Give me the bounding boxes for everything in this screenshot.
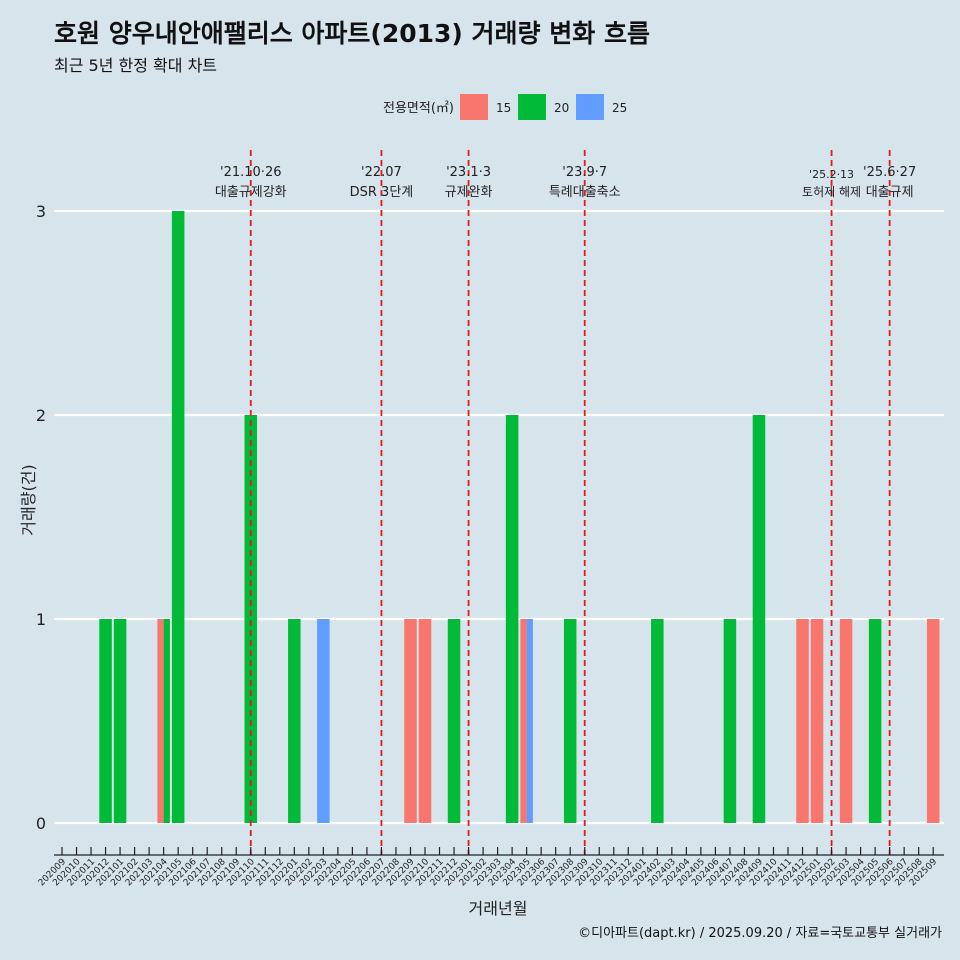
bar-20-202407 [723, 619, 737, 823]
chart-title: 호원 양우내안애팰리스 아파트(2013) 거래량 변화 흐름 [54, 19, 650, 48]
bars [99, 211, 940, 823]
event-markers: '21.10·26 대출규제강화 '22.07 DSR 3단계 '23.1·3 규제완화 '… [215, 150, 916, 855]
bar-15-202104 [157, 619, 164, 823]
bar-15-202501 [810, 619, 824, 823]
bar-20-202110 [244, 415, 258, 823]
bar-20-202402 [651, 619, 664, 823]
bar-20-202012 [99, 619, 112, 823]
x-axis: 2020092020102020112020122021012021022021… [37, 847, 944, 888]
legend-swatch-15 [460, 94, 488, 120]
event-date-202110: '21.10·26 [220, 165, 281, 180]
bar-25-202305 [526, 619, 533, 823]
bar-15-202412 [796, 619, 809, 823]
event-label-202207: DSR 3단계 [350, 185, 414, 200]
gridlines [54, 209, 944, 825]
bar-15-202209 [404, 619, 417, 823]
event-date-202309: '23.9·7 [562, 165, 607, 180]
event-label-202110: 대출규제강화 [215, 185, 287, 200]
bar-15-202503 [839, 619, 853, 823]
y-axis: 0 1 2 3 [36, 202, 46, 833]
bar-20-202308 [563, 619, 577, 823]
legend-label-25: 25 [612, 101, 627, 115]
event-label-202309: 특례대출축소 [549, 185, 621, 200]
legend-swatch-25 [576, 94, 604, 120]
x-axis-label: 거래년월 [469, 899, 528, 918]
event-label-202506: 대출규제 [866, 185, 914, 200]
source-caption: ©디아파트(dapt.kr) / 2025.09.20 / 자료=국토교통부 실… [578, 926, 942, 941]
y-tick-label: 3 [36, 202, 46, 221]
bar-20-202101 [113, 619, 127, 823]
bar-20-202105 [171, 211, 185, 823]
event-date-202207: '22.07 [361, 165, 402, 180]
chart-subtitle: 최근 5년 한정 확대 차트 [54, 56, 218, 75]
event-label-202502: 토허제 해제 [802, 185, 861, 199]
event-date-202502: '25.2·13 [809, 168, 854, 181]
bar-20-202409 [752, 415, 766, 823]
legend-title: 전용면적(㎡) [383, 101, 454, 116]
y-tick-label: 1 [36, 610, 46, 629]
bar-20-202201 [288, 619, 301, 823]
event-date-202301: '23.1·3 [446, 165, 491, 180]
bar-20-202505 [868, 619, 882, 823]
event-label-202301: 규제완화 [445, 185, 493, 200]
y-tick-label: 2 [36, 406, 46, 425]
bar-15-202509 [926, 619, 940, 823]
y-axis-label: 거래량(건) [19, 464, 38, 535]
bar-25-202203 [317, 619, 330, 823]
bar-20-202212 [447, 619, 461, 823]
event-date-202506: '25.6·27 [863, 165, 916, 180]
legend: 전용면적(㎡) 15 20 25 [383, 94, 627, 120]
bar-15-202305 [520, 619, 527, 823]
bar-20-202104 [163, 619, 170, 823]
y-tick-label: 0 [36, 814, 46, 833]
legend-swatch-20 [518, 94, 546, 120]
bar-20-202304 [505, 415, 519, 823]
legend-label-20: 20 [554, 101, 569, 115]
legend-label-15: 15 [496, 101, 511, 115]
bar-15-202210 [418, 619, 432, 823]
